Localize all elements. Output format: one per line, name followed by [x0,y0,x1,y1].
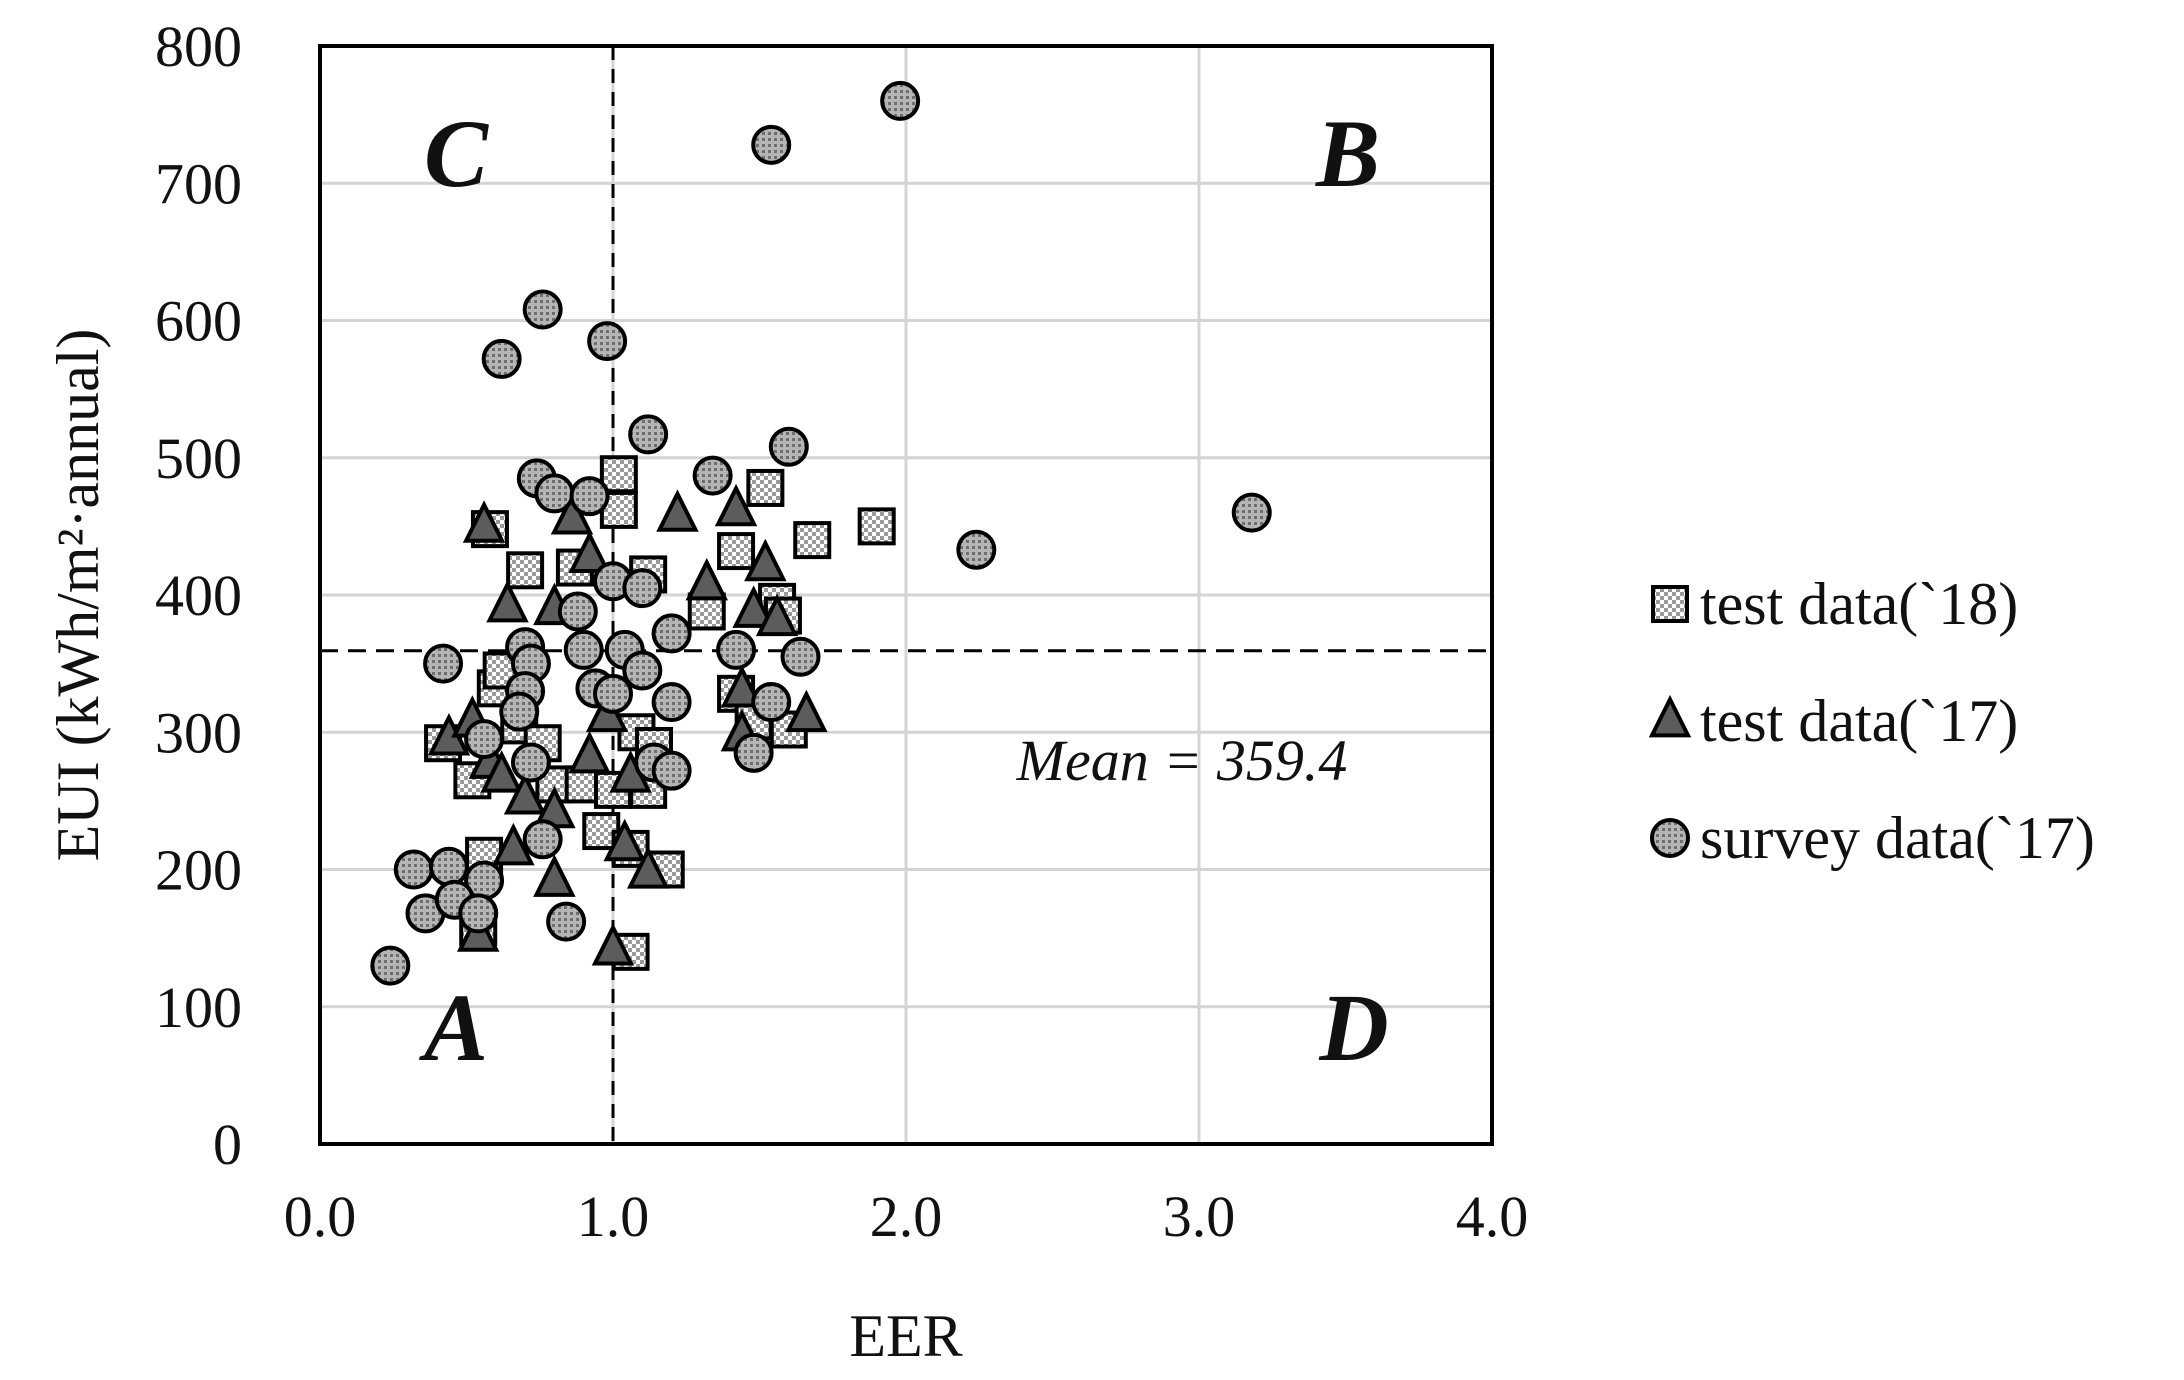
circle-point [458,893,499,934]
circle-point [557,591,598,632]
circle-point [692,455,733,496]
circle-point [651,682,692,723]
triangle-point [503,772,547,815]
x-tick-label: 2.0 [870,1184,943,1249]
triangle-point [720,665,764,708]
triangle-point [568,730,611,774]
square-point [793,521,832,560]
triangle-point [486,579,529,623]
circle-point [716,629,757,670]
x-tick-label: 1.0 [577,1184,650,1249]
circle-point [499,691,540,732]
circle-point [522,289,563,330]
legend-label: survey data(`17) [1700,805,2095,871]
series-triangle [427,483,828,966]
quadrant-label-c: C [424,100,489,207]
y-tick-label: 400 [155,563,242,628]
square-point [506,551,545,590]
square-point [857,507,896,546]
triangle-point [755,593,799,637]
legend-label: test data(`18) [1700,571,2018,637]
legend: test data(`18) test data(`17) survey data(… [1648,571,2095,871]
axis-ticks: 0.0 1.0 2.0 3.0 4.0 0 100 200 300 400 500 600 700 800 [155,14,1528,1249]
circle-point [587,321,628,362]
x-tick-label: 4.0 [1456,1184,1529,1249]
plot-area-frame [318,44,1494,1146]
quadrant-label-b: B [1315,100,1380,207]
circle-point [546,901,587,942]
y-tick-label: 300 [155,700,242,765]
triangle-point [744,538,787,582]
square-point [746,468,785,507]
circle-point [768,426,809,467]
x-axis-title: EER [849,1303,962,1369]
triangle-point [568,530,611,573]
square-point [717,532,756,571]
triangle-point [533,854,576,897]
triangle-point [492,822,535,866]
circle-point [1231,492,1272,533]
circle-point [780,636,821,677]
circle-point [534,473,575,514]
circle-point [651,613,692,654]
circle-point [628,414,669,455]
circle-point [464,719,505,760]
circle-point [393,849,434,890]
y-tick-label: 700 [155,151,242,216]
circle-point [510,742,551,783]
quadrant-label-a: A [419,974,488,1081]
x-tick-label: 3.0 [1163,1184,1236,1249]
triangle-point [480,750,523,793]
circle-point [751,682,792,723]
square-point [599,455,638,494]
triangle-point [591,923,635,966]
triangle-point [626,846,670,889]
triangle-point [462,500,506,543]
triangle-point [550,492,594,535]
circle-point [370,945,411,986]
circle-point [956,529,997,570]
x-tick-label: 0.0 [284,1184,357,1249]
triangle-point [603,818,646,862]
series-circle [370,80,1272,986]
circle-point [428,846,469,887]
circle-point [481,338,522,379]
legend-triangle-marker [1648,694,1692,738]
legend-circle-marker [1650,818,1690,858]
triangle-point [656,489,699,532]
circle-point [622,568,663,609]
circle-point [522,819,563,860]
y-tick-label: 200 [155,838,242,903]
y-tick-label: 100 [155,975,242,1040]
legend-label: test data(`17) [1700,688,2018,754]
triangle-point [685,557,728,601]
triangle-point [732,585,775,628]
gridlines [320,46,1492,1144]
circle-point [880,80,921,121]
circle-point [622,650,663,691]
mean-annotation: Mean = 359.4 [1016,728,1348,793]
quadrant-label-d: D [1318,974,1388,1081]
triangle-point [785,689,828,733]
circle-point [569,476,610,517]
legend-square-marker [1651,585,1689,623]
y-tick-label: 800 [155,14,242,79]
y-tick-label: 600 [155,289,242,354]
circle-point [593,673,633,714]
y-tick-label: 0 [213,1112,242,1177]
data-points [370,80,1272,986]
y-tick-label: 500 [155,426,242,491]
circle-point [733,732,774,773]
circle-point [751,124,792,165]
circle-point [651,750,692,791]
circle-point [563,629,604,670]
triangle-point [714,483,758,527]
circle-point [423,643,464,684]
y-axis-title: EUI (kWh/m²·annual) [45,329,111,862]
